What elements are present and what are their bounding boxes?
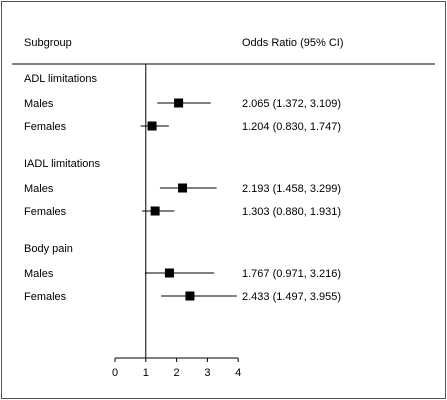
point-estimate (164, 268, 174, 278)
group-label: ADL limitations (24, 73, 97, 85)
ci-text: 1.204 (0.830, 1.747) (242, 121, 341, 133)
ci-text: 1.303 (0.880, 1.931) (242, 206, 341, 218)
point-estimate (178, 183, 188, 193)
point-estimate (147, 121, 157, 131)
row-label: Males (24, 183, 54, 195)
header-subgroup: Subgroup (24, 37, 72, 49)
x-tick-label: 3 (204, 367, 210, 379)
row-label: Females (24, 121, 67, 133)
ci-text: 1.767 (0.971, 3.216) (242, 268, 341, 280)
group-label: Body pain (24, 243, 73, 255)
point-estimate (150, 206, 160, 216)
x-tick-label: 2 (174, 367, 180, 379)
row-label: Females (24, 206, 67, 218)
x-tick-label: 4 (235, 367, 241, 379)
x-tick-label: 0 (112, 367, 118, 379)
point-estimate (185, 291, 195, 301)
ci-text: 2.193 (1.458, 3.299) (242, 183, 341, 195)
group-label: IADL limitations (24, 158, 101, 170)
row-label: Males (24, 98, 54, 110)
header-odds-ratio: Odds Ratio (95% CI) (242, 37, 343, 49)
forest-marks: ADL limitations Males 2.065 (1.372, 3.109)… (24, 64, 341, 379)
x-tick-label: 1 (143, 367, 149, 379)
point-estimate (174, 98, 184, 108)
ci-text: 2.433 (1.497, 3.955) (242, 291, 341, 303)
row-label: Females (24, 291, 67, 303)
row-label: Males (24, 268, 54, 280)
ci-text: 2.065 (1.372, 3.109) (242, 98, 341, 110)
